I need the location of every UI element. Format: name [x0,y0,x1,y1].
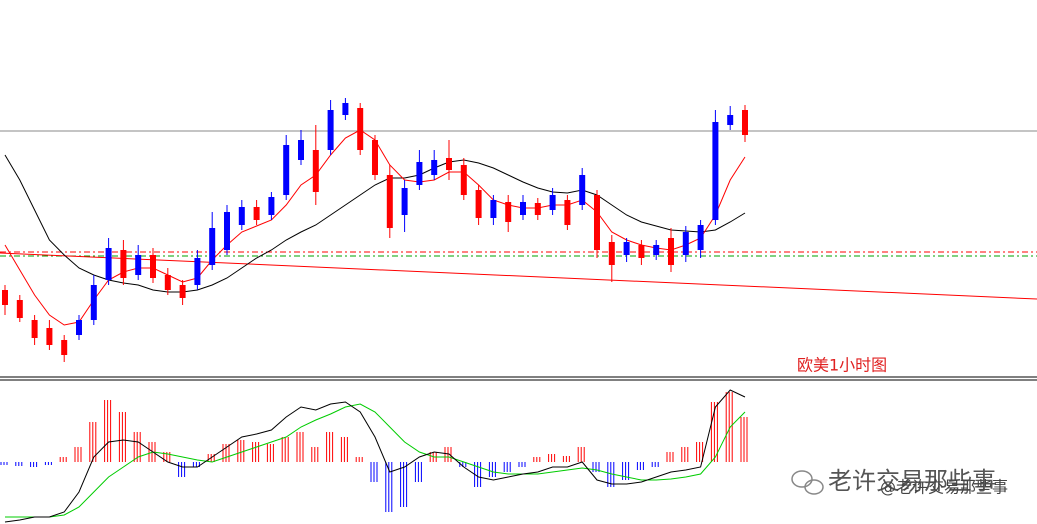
ma-slow-line [4,154,746,293]
candle-body [105,248,112,280]
candle-body [76,320,82,335]
candle-body [460,165,467,195]
candle-body [31,320,38,338]
candle-body [742,110,748,135]
candle-body [357,108,364,150]
candle-body [372,140,378,175]
candle-body [135,255,142,275]
candle-body [90,285,97,320]
candle-body [668,238,674,265]
candle-body [61,340,68,355]
candle-body [120,250,127,278]
watermark-icon [791,470,824,495]
watermark-handle: @老许交易那些事 [880,478,1008,497]
candle-body [416,162,423,185]
candle-body [327,110,334,150]
candle-body [697,225,704,250]
candle-body [638,245,645,258]
candle-body [2,290,8,305]
candle-body [179,285,186,298]
candle-body [312,150,319,192]
candle-body [475,190,482,218]
candle-body [298,140,304,160]
candle-body [268,197,275,215]
candle-body [253,207,260,220]
candle-body [194,258,201,285]
candle-body [446,158,452,170]
candle-body [386,175,393,228]
macd-panel [0,389,748,523]
candle-body [46,328,53,345]
watermark: 老许交易那些事 [828,467,996,495]
candle-body [608,242,615,265]
candle-body [520,202,526,215]
candle-body [682,232,689,255]
candle-body [401,188,408,215]
candle-body [342,103,349,115]
chart-annotation: 欧美1小时图 [797,356,887,375]
candle-body [564,200,571,225]
candle-body [150,255,156,278]
candle-body [16,300,23,318]
candle-body [579,175,586,205]
main-panel [0,98,1037,362]
macd-line [4,389,746,523]
candle-body [727,115,734,125]
candle-body [549,195,556,210]
candle-body [505,202,512,222]
candle-body [534,203,541,215]
candle-body [431,160,438,175]
candle-body [209,228,216,265]
candle-body [653,245,660,255]
candle-body [490,200,497,218]
candle-body [623,242,630,255]
candle-body [594,195,600,250]
macd-signal-line [5,403,746,518]
candle-body [238,207,245,225]
candle-body [224,212,230,250]
trend-line [0,252,1037,300]
candle-body [164,275,171,290]
candle-body [283,145,290,195]
candle-body [712,122,719,220]
